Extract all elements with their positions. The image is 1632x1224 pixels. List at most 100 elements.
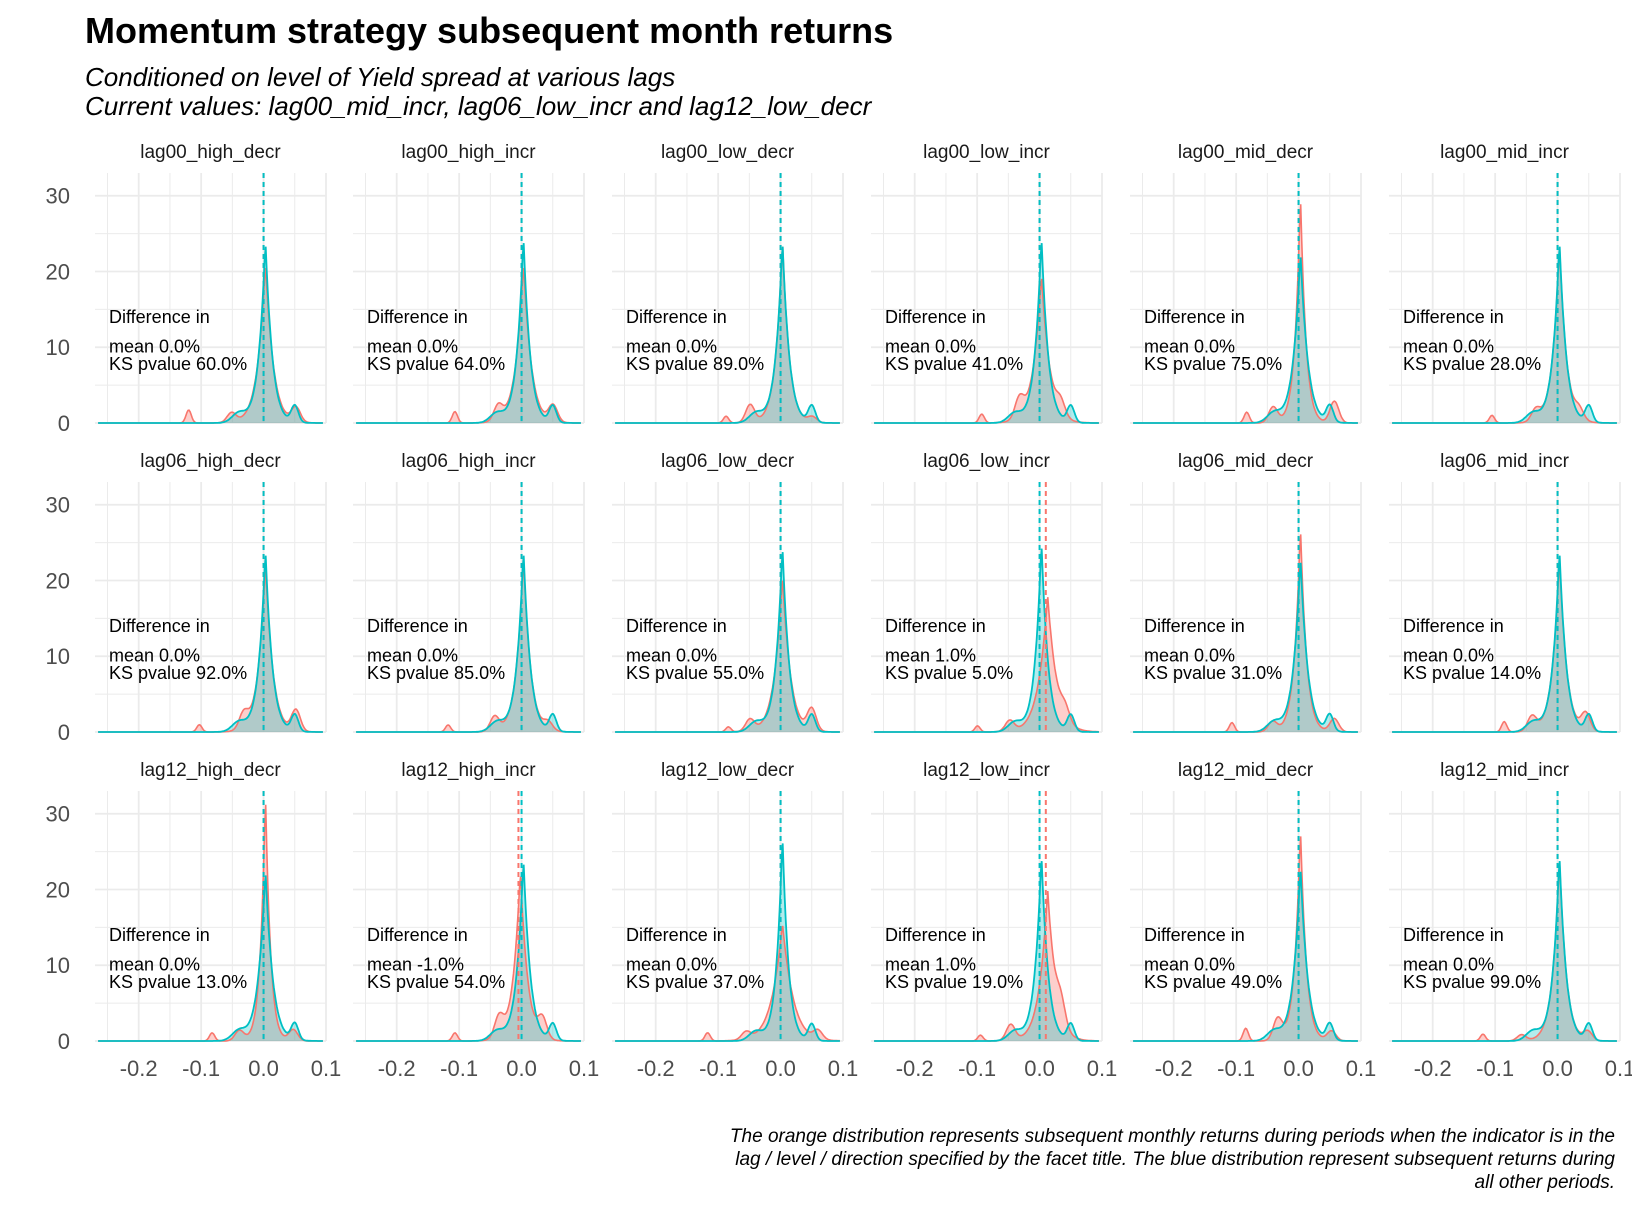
annotation-label: Difference in	[885, 925, 986, 945]
y-tick-label: 30	[46, 184, 70, 209]
facet-panel: lag06_low_incr Difference in mean 1.0%KS p…	[871, 451, 1103, 733]
annotation-mean: mean 0.0%	[1144, 337, 1235, 357]
y-tick-label: 10	[46, 644, 70, 669]
annotation-label: Difference in	[885, 307, 986, 327]
annotation-label: Difference in	[1144, 307, 1245, 327]
facet-panel: lag12_high_incr Difference in mean -1.0%KS…	[353, 760, 585, 1042]
annotation-label: Difference in	[109, 616, 210, 636]
annotation-label: Difference in	[626, 307, 727, 327]
x-tick-label: -0.2	[378, 1056, 416, 1081]
annotation-label: Difference in	[109, 925, 210, 945]
facet-title: lag00_high_incr	[401, 142, 536, 163]
facet-title: lag06_mid_incr	[1440, 451, 1570, 472]
orange-density-area	[1392, 250, 1617, 423]
facet-title: lag06_high_incr	[401, 451, 536, 472]
facet-panel: lag12_high_decr Difference in mean 0.0%KS …	[95, 760, 327, 1042]
annotation-label: Difference in	[626, 925, 727, 945]
facet-panel: lag00_low_incr Difference in mean 0.0%KS p…	[871, 142, 1103, 424]
orange-density-line	[1392, 864, 1617, 1042]
annotation-label: Difference in	[109, 307, 210, 327]
x-tick-label: 0.1	[1605, 1056, 1632, 1081]
orange-density-area	[615, 246, 840, 423]
annotation-mean: mean 0.0%	[109, 646, 200, 666]
blue-density-line	[356, 555, 581, 733]
facet-title: lag06_low_decr	[661, 451, 795, 472]
facet-title: lag12_high_incr	[401, 760, 536, 781]
y-tick-label: 20	[46, 259, 70, 284]
annotation-ks-pvalue: KS pvalue 54.0%	[367, 972, 505, 992]
x-tick-label: 0.1	[828, 1056, 859, 1081]
blue-density-line	[356, 864, 581, 1042]
x-tick-label: 0.0	[248, 1056, 279, 1081]
x-tick-label: 0.1	[1087, 1056, 1118, 1081]
facet-title: lag00_mid_decr	[1178, 142, 1314, 163]
orange-density-area	[98, 570, 323, 732]
x-tick-label: -0.2	[1414, 1056, 1452, 1081]
facet-title: lag06_mid_decr	[1178, 451, 1314, 472]
x-tick-label: 0.1	[569, 1056, 600, 1081]
facet-title: lag06_high_decr	[140, 451, 281, 472]
y-tick-label: 10	[46, 335, 70, 360]
x-tick-label: 0.0	[1024, 1056, 1055, 1081]
annotation-mean: mean 0.0%	[109, 955, 200, 975]
blue-density-area	[98, 246, 323, 423]
x-tick-label: 0.0	[506, 1056, 537, 1081]
annotation-ks-pvalue: KS pvalue 49.0%	[1144, 972, 1282, 992]
y-tick-label: 30	[46, 802, 70, 827]
x-tick-label: -0.1	[1476, 1056, 1514, 1081]
x-tick-label: -0.1	[958, 1056, 996, 1081]
blue-density-area	[615, 246, 840, 423]
blue-density-area	[356, 243, 581, 423]
annotation-ks-pvalue: KS pvalue 13.0%	[109, 972, 247, 992]
orange-density-line	[98, 804, 323, 1042]
chart-subtitle-line-1: Conditioned on level of Yield spread at …	[85, 62, 676, 92]
facet-panel: lag12_low_decr Difference in mean 0.0%KS p…	[612, 760, 844, 1042]
x-tick-label: 0.1	[311, 1056, 342, 1081]
facet-title: lag12_low_incr	[923, 760, 1050, 781]
annotation-mean: mean 0.0%	[1403, 337, 1494, 357]
facet-title: lag00_low_decr	[661, 142, 795, 163]
facet-panel: lag00_mid_incr Difference in mean 0.0%KS p…	[1389, 142, 1621, 424]
x-tick-label: 0.0	[1542, 1056, 1573, 1081]
orange-density-area	[874, 891, 1099, 1041]
orange-density-area	[356, 876, 581, 1041]
annotation-ks-pvalue: KS pvalue 92.0%	[109, 663, 247, 683]
blue-density-line	[1392, 861, 1617, 1042]
annotation-mean: mean 0.0%	[1144, 955, 1235, 975]
facet-panel: lag12_mid_decr Difference in mean 0.0%KS p…	[1130, 760, 1362, 1042]
x-tick-label: -0.2	[1155, 1056, 1193, 1081]
facet-title: lag12_low_decr	[661, 760, 795, 781]
blue-density-line	[1133, 562, 1358, 733]
y-tick-label: 20	[46, 568, 70, 593]
annotation-label: Difference in	[367, 307, 468, 327]
x-tick-label: -0.2	[637, 1056, 675, 1081]
x-tick-label: -0.1	[1217, 1056, 1255, 1081]
blue-density-area	[98, 555, 323, 732]
x-tick-label: -0.1	[440, 1056, 478, 1081]
annotation-ks-pvalue: KS pvalue 31.0%	[1144, 663, 1282, 683]
facet-panel: lag06_low_decr Difference in mean 0.0%KS p…	[612, 451, 844, 733]
orange-density-area	[874, 278, 1099, 423]
x-tick-label: -0.2	[120, 1056, 158, 1081]
blue-density-area	[1133, 871, 1358, 1041]
annotation-mean: mean 0.0%	[626, 955, 717, 975]
facet-title: lag06_low_incr	[923, 451, 1050, 472]
blue-density-line	[1133, 871, 1358, 1042]
annotation-label: Difference in	[885, 616, 986, 636]
blue-density-area	[1133, 562, 1358, 732]
y-tick-label: 10	[46, 953, 70, 978]
blue-density-line	[98, 246, 323, 424]
annotation-mean: mean 0.0%	[1403, 646, 1494, 666]
facet-title: lag12_mid_incr	[1440, 760, 1570, 781]
annotation-label: Difference in	[367, 616, 468, 636]
annotation-mean: mean 0.0%	[1144, 646, 1235, 666]
blue-density-area	[98, 875, 323, 1041]
annotation-ks-pvalue: KS pvalue 89.0%	[626, 354, 764, 374]
blue-density-area	[356, 864, 581, 1041]
facet-title: lag00_high_decr	[140, 142, 281, 163]
facet-title: lag12_mid_decr	[1178, 760, 1314, 781]
facet-panel: lag00_low_decr Difference in mean 0.0%KS p…	[612, 142, 844, 424]
annotation-label: Difference in	[1403, 616, 1504, 636]
facet-panel: lag06_mid_incr Difference in mean 0.0%KS p…	[1389, 451, 1621, 733]
